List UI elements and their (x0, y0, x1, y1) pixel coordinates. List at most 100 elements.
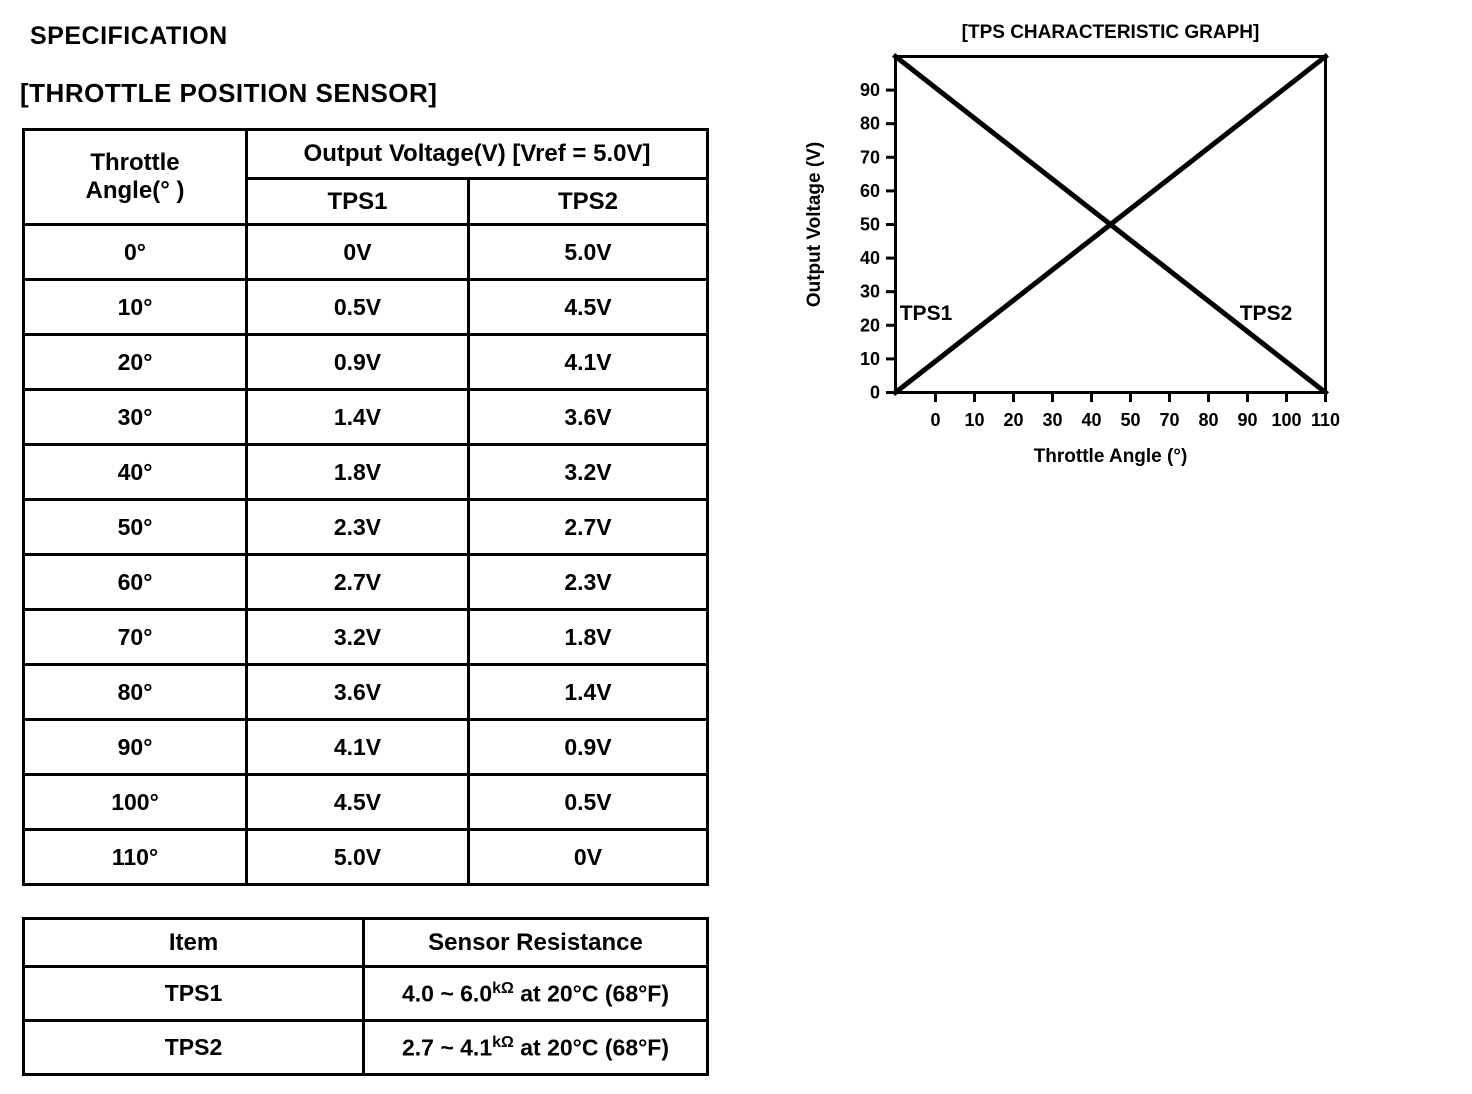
voltage-table-body: 0° 0V 5.0V 10° 0.5V 4.5V 20° 0.9V 4.1V 3… (22, 223, 709, 886)
tps2-cell: 5.0V (467, 223, 709, 281)
tps1-cell: 2.3V (245, 498, 470, 556)
sensor-resistance-table: Item Sensor Resistance TPS1 4.0 ~ 6.0kΩ … (22, 917, 709, 1076)
tps2-cell: 1.8V (467, 608, 709, 666)
tps2-cell: 4.5V (467, 278, 709, 336)
resistance-cell: 2.7 ~ 4.1kΩ at 20°C (68°F) (362, 1019, 709, 1076)
tps1-cell: 3.2V (245, 608, 470, 666)
resistance-condition: at 20°C (68°F) (513, 980, 670, 1007)
tps2-column-header: TPS2 (467, 177, 709, 226)
y-tick-label: 80 (860, 114, 880, 134)
x-tick-label: 40 (1081, 410, 1101, 430)
angle-cell: 0° (22, 223, 248, 281)
angle-cell: 60° (22, 553, 248, 611)
x-tick-label: 90 (1237, 410, 1257, 430)
table-row: 90° 4.1V 0.9V (22, 718, 709, 776)
table-row: 110° 5.0V 0V (22, 828, 709, 886)
tps1-cell: 0V (245, 223, 470, 281)
tps2-cell: 2.3V (467, 553, 709, 611)
tps2-cell: 0.5V (467, 773, 709, 831)
x-tick-label: 80 (1198, 410, 1218, 430)
x-tick-label: 20 (1003, 410, 1023, 430)
y-tick-label: 90 (860, 80, 880, 100)
tps2-cell: 3.6V (467, 388, 709, 446)
x-axis-ticks (934, 392, 1327, 402)
throttle-angle-header: Throttle Angle(° ) (22, 128, 248, 226)
angle-cell: 100° (22, 773, 248, 831)
section-title: [THROTTLE POSITION SENSOR] (20, 78, 438, 108)
tps-characteristic-graph: [TPS CHARACTERISTIC GRAPH] 90 80 70 (788, 20, 1372, 482)
tps1-cell: 2.7V (245, 553, 470, 611)
throttle-angle-header-line1: Throttle (90, 149, 180, 176)
tps1-series-label: TPS1 (900, 302, 953, 325)
table-row: 30° 1.4V 3.6V (22, 388, 709, 446)
y-axis-title: Output Voltage (V) (804, 142, 825, 307)
graph-canvas: 90 80 70 60 50 40 30 20 10 0 (804, 52, 1340, 467)
tps2-cell: 0V (467, 828, 709, 886)
table-row: TPS1 4.0 ~ 6.0kΩ at 20°C (68°F) (22, 965, 709, 1022)
x-tick-label: 0 (930, 410, 940, 430)
tps2-cell: 1.4V (467, 663, 709, 721)
x-tick-label: 110 (1311, 410, 1340, 430)
tps2-cell: 0.9V (467, 718, 709, 776)
angle-cell: 40° (22, 443, 248, 501)
x-tick-label: 100 (1271, 410, 1301, 430)
tps2-cell: 4.1V (467, 333, 709, 391)
x-tick-label: 70 (1159, 410, 1179, 430)
y-axis-ticks (886, 88, 896, 394)
item-column-header: Item (22, 917, 365, 968)
y-tick-label: 10 (860, 349, 880, 369)
tps2-cell: 3.2V (467, 443, 709, 501)
sensor-resistance-column-header: Sensor Resistance (362, 917, 709, 968)
table-row: 60° 2.7V 2.3V (22, 553, 709, 611)
item-cell: TPS2 (22, 1019, 365, 1076)
page-title: SPECIFICATION (30, 22, 228, 50)
resistance-table-body: TPS1 4.0 ~ 6.0kΩ at 20°C (68°F) TPS2 2.7… (22, 965, 709, 1076)
y-axis-labels: 90 80 70 60 50 40 30 20 10 0 (860, 80, 880, 402)
x-axis-title: Throttle Angle (°) (1034, 446, 1188, 467)
angle-cell: 50° (22, 498, 248, 556)
tps2-series-label: TPS2 (1240, 302, 1293, 325)
tps2-line (891, 52, 1330, 397)
y-tick-label: 60 (860, 181, 880, 201)
x-tick-label: 10 (964, 410, 984, 430)
table-row: 70° 3.2V 1.8V (22, 608, 709, 666)
angle-cell: 110° (22, 828, 248, 886)
x-tick-label: 30 (1042, 410, 1062, 430)
tps1-cell: 4.5V (245, 773, 470, 831)
y-tick-label: 70 (860, 147, 880, 167)
y-tick-label: 20 (860, 315, 880, 335)
y-tick-label: 30 (860, 282, 880, 302)
y-tick-label: 0 (870, 383, 880, 403)
table-row: 100° 4.5V 0.5V (22, 773, 709, 831)
table-row: 40° 1.8V 3.2V (22, 443, 709, 501)
tps2-cell: 2.7V (467, 498, 709, 556)
tps1-cell: 5.0V (245, 828, 470, 886)
table-row: 0° 0V 5.0V (22, 223, 709, 281)
y-tick-label: 50 (860, 215, 880, 235)
table-row: 20° 0.9V 4.1V (22, 333, 709, 391)
angle-cell: 70° (22, 608, 248, 666)
x-axis-labels: 0 10 20 30 40 50 70 80 90 100 110 (930, 410, 1340, 430)
x-tick-label: 50 (1120, 410, 1140, 430)
throttle-angle-header-line2: Angle(° ) (85, 177, 185, 204)
angle-cell: 90° (22, 718, 248, 776)
resistance-unit: kΩ (492, 1033, 514, 1051)
resistance-cell: 4.0 ~ 6.0kΩ at 20°C (68°F) (362, 965, 709, 1022)
table-row: 10° 0.5V 4.5V (22, 278, 709, 336)
output-voltage-table: Throttle Angle(° ) Output Voltage(V) [Vr… (22, 128, 709, 886)
graph-title: [TPS CHARACTERISTIC GRAPH] (961, 22, 1260, 43)
tps1-cell: 1.8V (245, 443, 470, 501)
output-voltage-header: Output Voltage(V) [Vref = 5.0V] (245, 128, 709, 180)
tps1-cell: 3.6V (245, 663, 470, 721)
table-row: 80° 3.6V 1.4V (22, 663, 709, 721)
tps1-cell: 1.4V (245, 388, 470, 446)
tps1-cell: 4.1V (245, 718, 470, 776)
resistance-unit: kΩ (492, 979, 514, 997)
tps1-cell: 0.5V (245, 278, 470, 336)
table-row: TPS2 2.7 ~ 4.1kΩ at 20°C (68°F) (22, 1019, 709, 1076)
angle-cell: 10° (22, 278, 248, 336)
angle-cell: 30° (22, 388, 248, 446)
resistance-range: 2.7 ~ 4.1 (401, 1034, 493, 1061)
angle-cell: 80° (22, 663, 248, 721)
